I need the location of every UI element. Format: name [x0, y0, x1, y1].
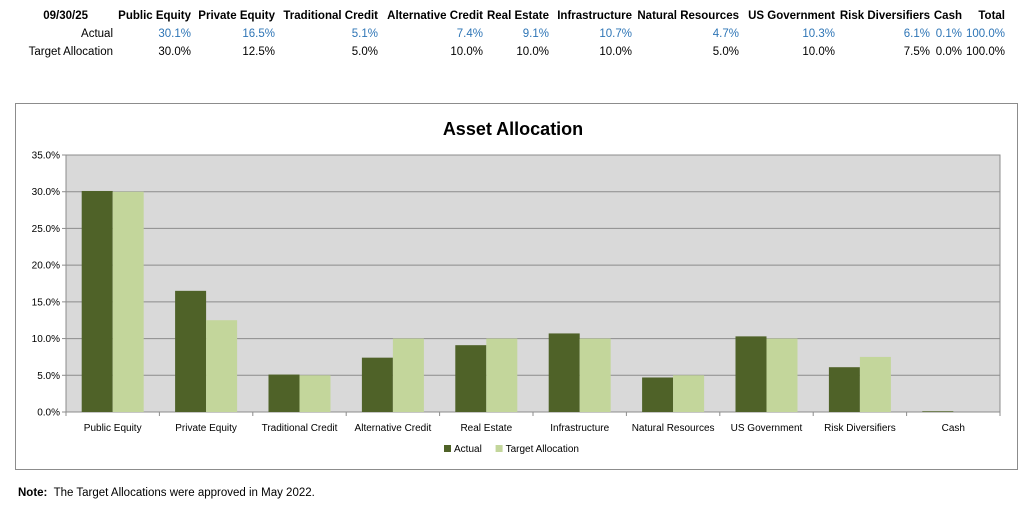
note-text: The Target Allocations were approved in …: [53, 487, 315, 499]
column-header: Cash: [933, 10, 962, 22]
column-header: US Government: [748, 10, 835, 22]
legend-swatch-target: [495, 445, 503, 452]
bar-target: [206, 320, 238, 412]
table-cell: 12.5%: [242, 46, 275, 58]
column-header: Natural Resources: [637, 10, 739, 22]
date-label: 09/30/25: [43, 10, 88, 22]
column-header: Traditional Credit: [283, 10, 378, 22]
column-header: Infrastructure: [557, 10, 632, 22]
asset-allocation-chart: Asset Allocation 0.0% 5.0% 10.0% 15.0% 20.0% 2…: [15, 103, 1018, 470]
bar-actual: [642, 377, 674, 412]
bar-target: [766, 338, 798, 412]
bar-actual: [268, 374, 300, 412]
y-tick-label: 25.0%: [32, 224, 60, 235]
table-cell: 10.0%: [599, 46, 632, 58]
y-tick-label: 30.0%: [32, 187, 60, 198]
row-label: Target Allocation: [28, 46, 113, 58]
row-label: Actual: [81, 28, 113, 40]
x-tick-label: US Government: [731, 423, 803, 434]
table-cell: 9.1%: [522, 28, 549, 40]
table-cell: 16.5%: [242, 28, 275, 40]
allocation-summary-table: 09/30/25 Public Equity Private Equity Tradi…: [0, 0, 1024, 70]
table-cell: 10.3%: [802, 28, 835, 40]
note-label: Note:: [18, 487, 48, 499]
footnote: Note: The Target Allocations were approv…: [18, 487, 315, 499]
bar-target: [673, 375, 705, 412]
y-tick-label: 20.0%: [32, 261, 60, 272]
x-tick-label: Traditional Credit: [262, 423, 338, 434]
bar-actual: [361, 357, 393, 412]
column-header: Total: [978, 10, 1005, 22]
table-cell: 10.7%: [599, 28, 632, 40]
x-tick-label: Natural Resources: [632, 423, 715, 434]
legend-label: Target Allocation: [506, 444, 579, 455]
bar-actual: [175, 290, 207, 412]
table-cell: 30.0%: [158, 46, 191, 58]
bar-actual: [922, 411, 954, 412]
table-cell: 10.0%: [516, 46, 549, 58]
x-tick-label: Private Equity: [175, 423, 237, 434]
bar-actual: [81, 190, 113, 412]
x-tick-label: Cash: [942, 423, 965, 434]
bar-target: [579, 338, 611, 412]
x-tick-label: Alternative Credit: [355, 423, 432, 434]
x-tick-label: Public Equity: [84, 423, 142, 434]
chart-title: Asset Allocation: [443, 119, 583, 139]
legend-label: Actual: [454, 444, 482, 455]
x-tick-label: Real Estate: [460, 423, 512, 434]
bar-target: [392, 338, 424, 412]
table-cell: 6.1%: [903, 28, 930, 40]
x-tick-label: Infrastructure: [550, 423, 609, 434]
x-tick-label: Risk Diversifiers: [824, 423, 896, 434]
bar-actual: [828, 367, 860, 412]
bar-actual: [735, 336, 767, 412]
y-tick-label: 0.0%: [37, 408, 60, 419]
chart-canvas: Asset Allocation 0.0% 5.0% 10.0% 15.0% 20.0% 2…: [32, 119, 1001, 455]
y-tick-label: 15.0%: [32, 297, 60, 308]
column-header: Public Equity: [118, 10, 191, 22]
table-cell: 5.0%: [712, 46, 739, 58]
table-cell: 5.1%: [351, 28, 378, 40]
y-tick-label: 5.0%: [37, 371, 60, 382]
bar-target: [486, 338, 518, 412]
table-cell: 10.0%: [802, 46, 835, 58]
table-cell: 7.5%: [903, 46, 930, 58]
table-cell: 4.7%: [712, 28, 739, 40]
bar-actual: [455, 345, 487, 412]
bar-target: [112, 191, 144, 412]
column-header: Private Equity: [198, 10, 275, 22]
bar-actual: [548, 333, 580, 412]
y-tick-label: 10.0%: [32, 334, 60, 345]
column-header: Alternative Credit: [387, 10, 483, 22]
table-cell: 0.1%: [935, 28, 962, 40]
column-header: Risk Diversifiers: [839, 10, 930, 22]
table-cell: 7.4%: [456, 28, 483, 40]
legend-swatch-actual: [444, 445, 451, 452]
bar-target: [859, 356, 891, 412]
table-cell: 0.0%: [935, 46, 962, 58]
table-cell: 10.0%: [450, 46, 483, 58]
table-cell: 100.0%: [965, 46, 1005, 58]
table-cell: 5.0%: [351, 46, 378, 58]
column-header: Real Estate: [486, 10, 549, 22]
table-cell: 100.0%: [965, 28, 1005, 40]
y-tick-label: 35.0%: [32, 151, 60, 162]
table-cell: 30.1%: [158, 28, 191, 40]
bar-target: [299, 375, 331, 412]
